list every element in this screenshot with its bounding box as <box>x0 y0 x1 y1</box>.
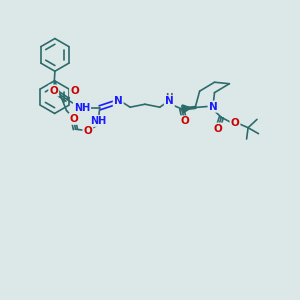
Text: O: O <box>180 116 189 127</box>
Text: NH: NH <box>90 116 106 126</box>
Text: NH: NH <box>74 103 90 113</box>
Text: O: O <box>49 85 58 96</box>
Text: O: O <box>70 86 79 96</box>
Text: O: O <box>231 118 239 128</box>
Text: N: N <box>165 96 174 106</box>
Text: N: N <box>208 102 217 112</box>
Text: O: O <box>70 114 78 124</box>
Text: O: O <box>213 124 222 134</box>
Text: O: O <box>83 126 92 136</box>
Text: H: H <box>166 93 173 102</box>
Text: N: N <box>114 96 123 106</box>
